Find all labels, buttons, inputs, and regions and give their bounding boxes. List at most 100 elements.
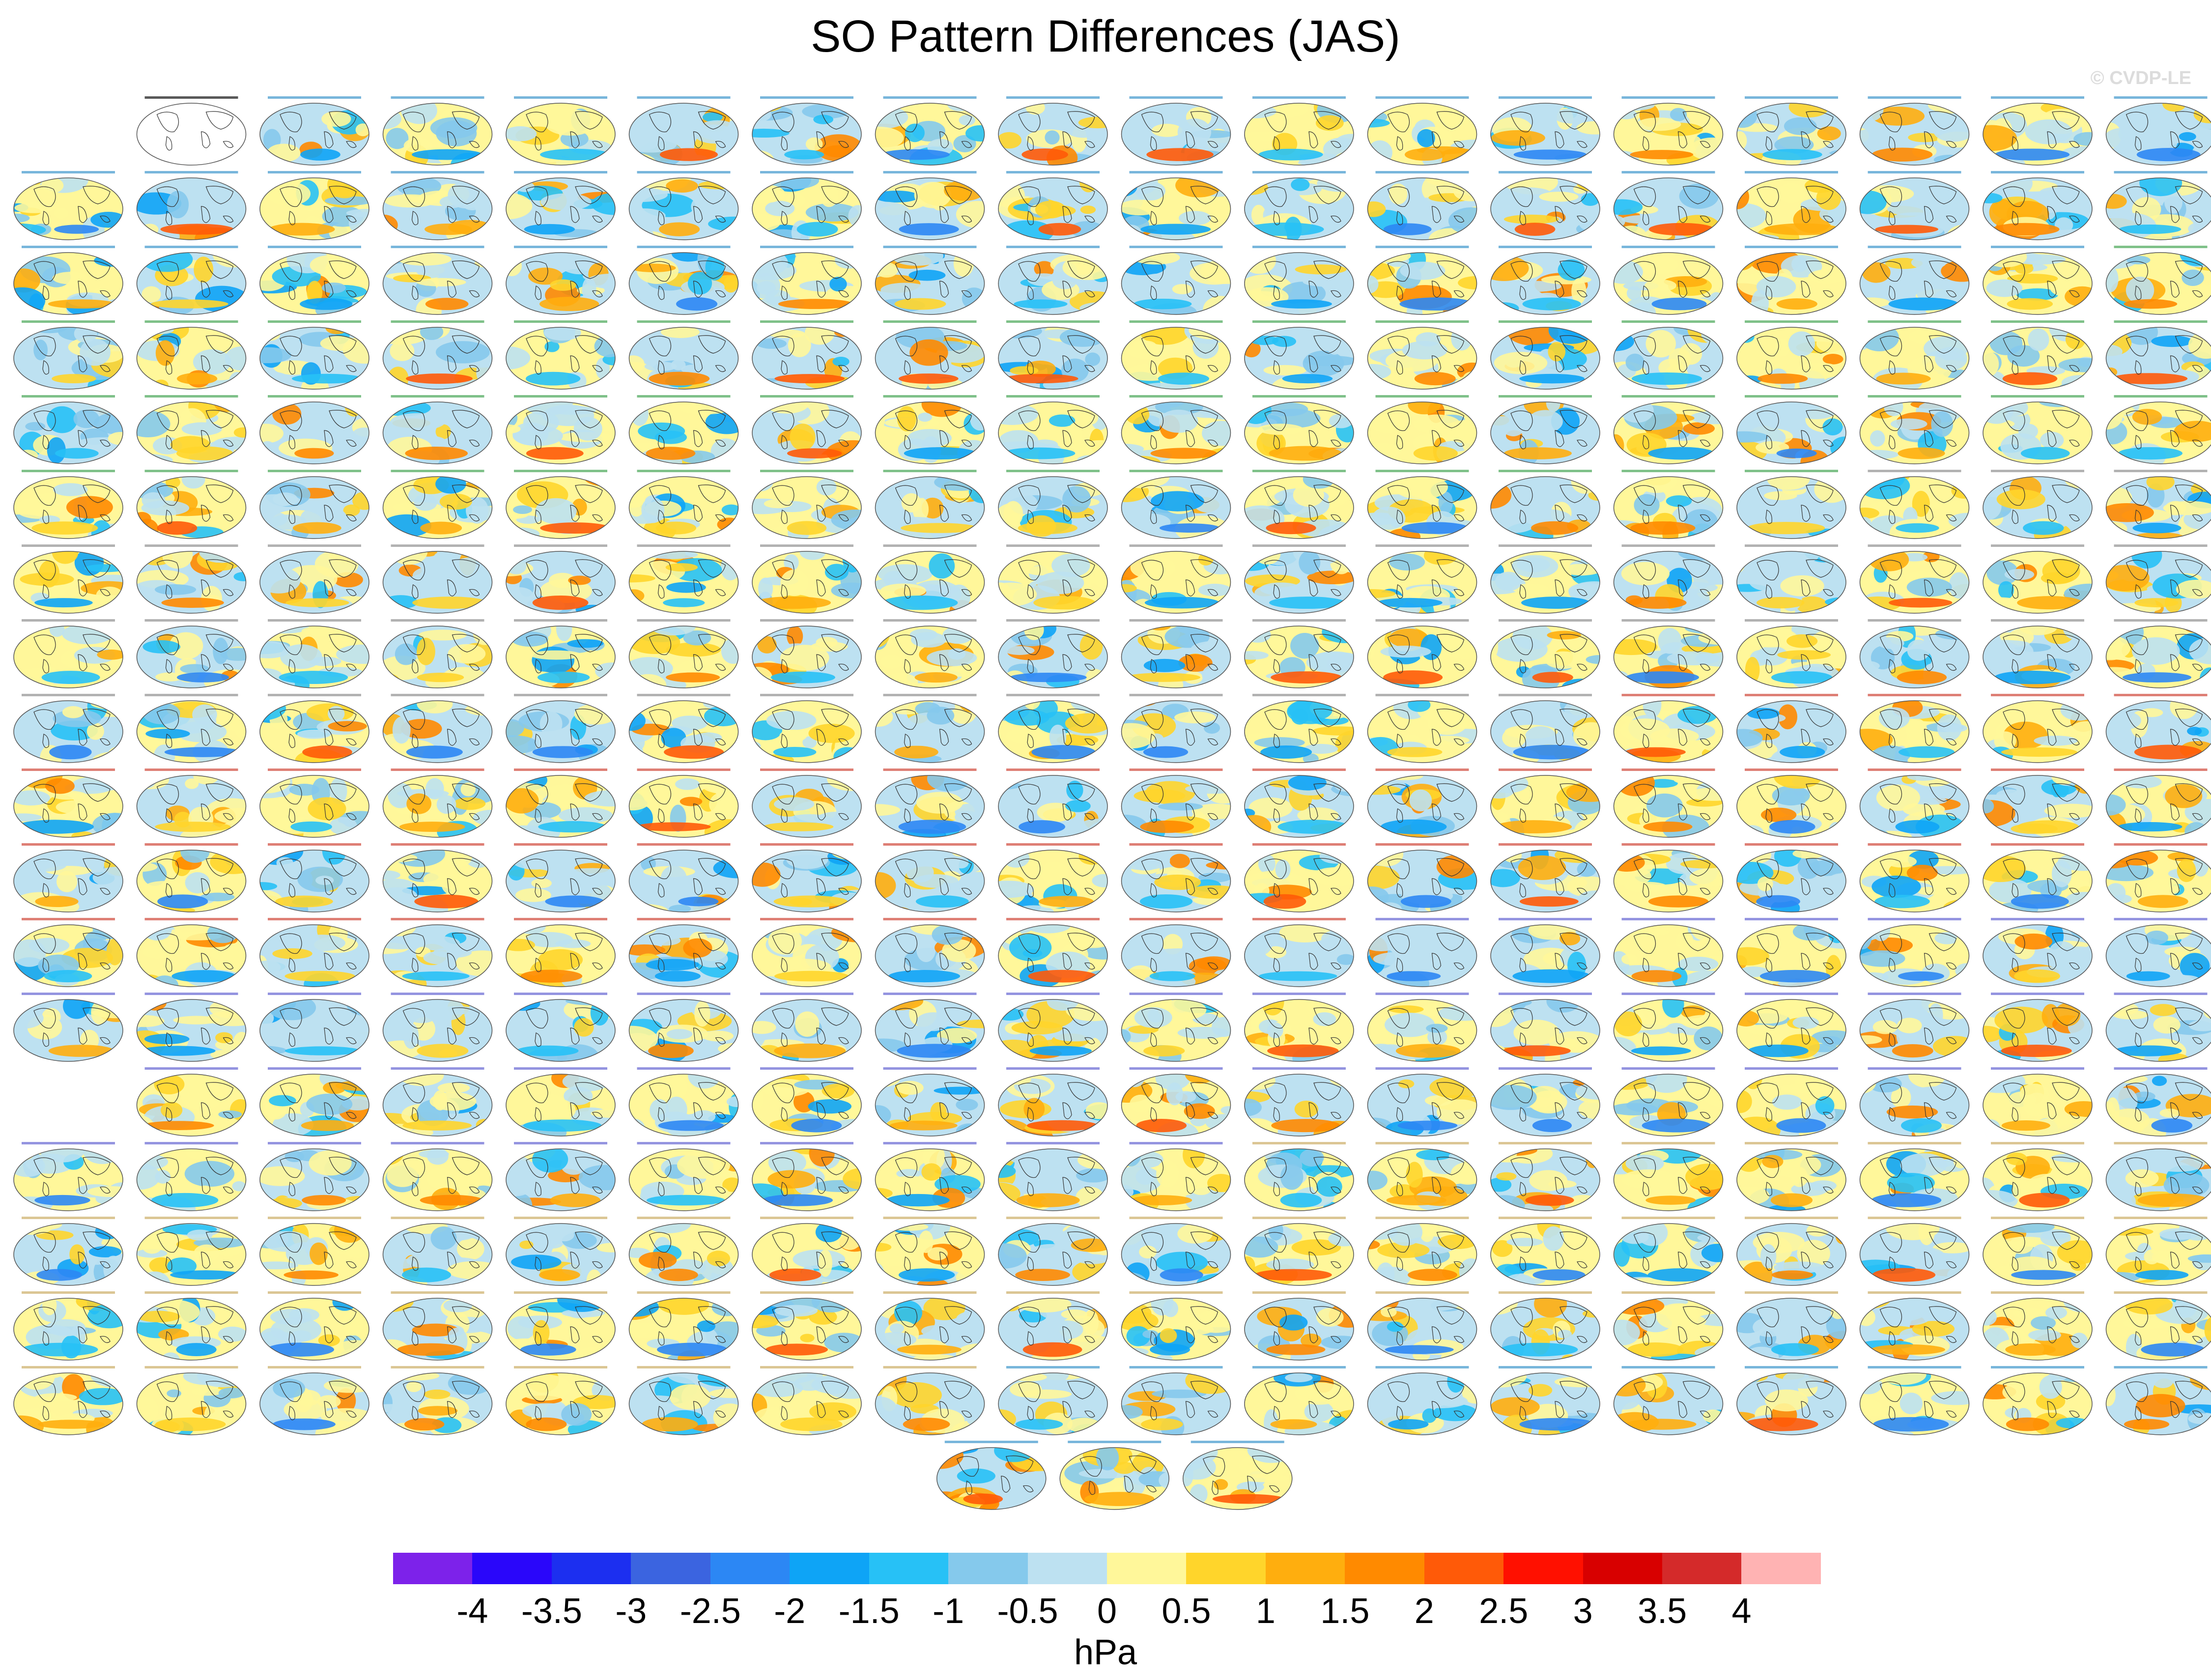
map-panel <box>628 1067 739 1137</box>
map-panel <box>1859 619 1970 688</box>
map-panel <box>628 171 739 240</box>
map-panel <box>1490 544 1600 614</box>
map-panel <box>1490 1366 1600 1435</box>
panel-label <box>144 1291 238 1294</box>
map-panel <box>998 320 1108 390</box>
colorbar-tick-label: 0 <box>1097 1592 1117 1631</box>
map-panel <box>875 1217 985 1286</box>
map-panel <box>1244 993 1354 1062</box>
map-panel <box>998 171 1108 240</box>
panel-label <box>883 1142 977 1144</box>
map-panel <box>1490 769 1600 838</box>
map-panel <box>1983 246 2093 315</box>
map-panel <box>2105 320 2211 390</box>
map-panel <box>1859 993 1970 1062</box>
panel-label <box>1868 544 1961 547</box>
panel-label <box>1621 96 1715 99</box>
map-panel <box>1613 1291 1724 1361</box>
map-panel <box>752 320 862 390</box>
map-panel <box>1859 395 1970 464</box>
map-panel <box>382 918 493 987</box>
panel-label <box>514 544 607 547</box>
colorbar-tick-label: -2.5 <box>680 1592 741 1631</box>
map-panel <box>1859 1067 1970 1137</box>
panel-label <box>637 1067 731 1070</box>
colorbar-tick-label: -2 <box>774 1592 806 1631</box>
map-panel <box>875 993 985 1062</box>
panel-label <box>1252 1291 1346 1294</box>
map-panel <box>1367 544 1477 614</box>
map-panel <box>1244 918 1354 987</box>
map-panel <box>1859 918 1970 987</box>
map-panel <box>1983 1217 2093 1286</box>
map-panel <box>1244 1217 1354 1286</box>
map-panel <box>259 395 369 464</box>
panel-label <box>1375 246 1469 248</box>
panel-label <box>1499 96 1592 99</box>
map-panel <box>1367 1366 1477 1435</box>
panel-label <box>2114 694 2208 696</box>
panel-label <box>1868 694 1961 696</box>
panel-label <box>1006 769 1100 771</box>
map-panel <box>2105 1217 2211 1286</box>
panel-label <box>1129 1217 1223 1219</box>
panel-label <box>1621 246 1715 248</box>
panel-label <box>1499 993 1592 995</box>
map-panel <box>1983 619 2093 688</box>
panel-label <box>514 470 607 472</box>
panel-label <box>144 395 238 398</box>
map-panel <box>1121 320 1231 390</box>
map-panel <box>136 843 247 912</box>
panel-label <box>760 1067 853 1070</box>
panel-label <box>1745 1291 1838 1294</box>
panel-label <box>514 320 607 323</box>
colorbar-swatch <box>710 1553 790 1584</box>
map-panel <box>259 470 369 539</box>
map-panel <box>13 1217 123 1286</box>
map-panel <box>382 395 493 464</box>
panel-label <box>1745 619 1838 622</box>
panel-label <box>1252 1142 1346 1144</box>
map-panel <box>1244 544 1354 614</box>
map-panel <box>13 395 123 464</box>
map-panel <box>752 1067 862 1137</box>
map-panel <box>13 769 123 838</box>
map-panel <box>1367 470 1477 539</box>
colorbar-tick-label: -0.5 <box>997 1592 1058 1631</box>
panel-label <box>1745 96 1838 99</box>
map-panel <box>752 1142 862 1211</box>
panel-label <box>1991 544 2084 547</box>
map-panel <box>1121 1366 1231 1435</box>
panel-label <box>22 694 115 696</box>
panel-label <box>637 246 731 248</box>
map-panel <box>259 1217 369 1286</box>
map-panel <box>1121 171 1231 240</box>
map-panel <box>752 395 862 464</box>
map-panel <box>1121 1142 1231 1211</box>
panel-label <box>1499 1217 1592 1219</box>
panel-label <box>144 544 238 547</box>
map-panel <box>506 320 616 390</box>
map-panel <box>1059 1441 1169 1510</box>
panel-label <box>637 171 731 173</box>
map-panel <box>998 1142 1108 1211</box>
map-panel <box>1983 96 2093 166</box>
map-panel <box>1859 1142 1970 1211</box>
map-panel <box>1613 1142 1724 1211</box>
panel-label <box>1375 1217 1469 1219</box>
map-panel <box>1613 96 1724 166</box>
map-panel <box>875 1142 985 1211</box>
map-panel <box>136 171 247 240</box>
panel-label <box>2114 320 2208 323</box>
panel-label <box>883 769 977 771</box>
panel-label <box>1745 694 1838 696</box>
panel-label <box>1868 1067 1961 1070</box>
map-panel <box>752 470 862 539</box>
map-panel <box>1983 395 2093 464</box>
panel-label <box>1991 993 2084 995</box>
map-panel <box>1736 470 1846 539</box>
map-panel <box>506 694 616 763</box>
panel-label <box>1621 769 1715 771</box>
panel-label <box>1991 96 2084 99</box>
panel-label <box>1375 544 1469 547</box>
